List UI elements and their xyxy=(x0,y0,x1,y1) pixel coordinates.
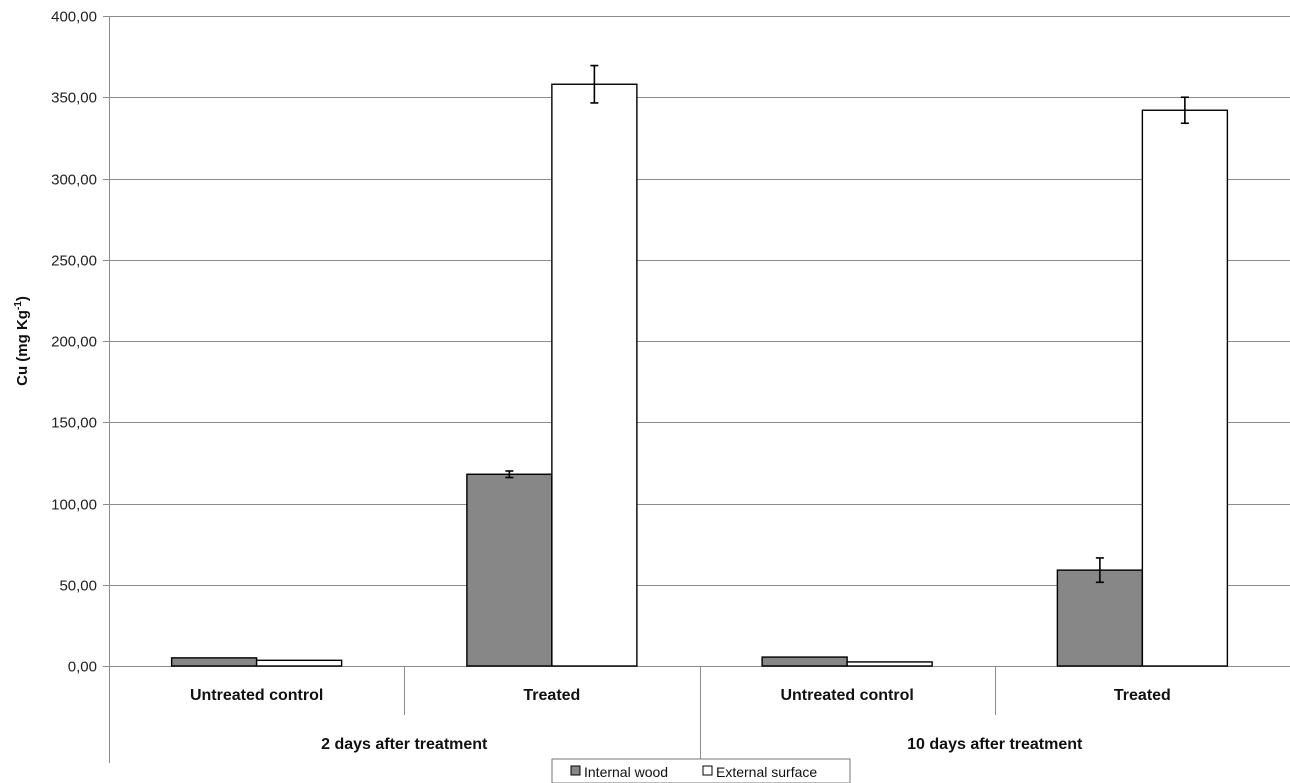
y-tick-label: 0,00 xyxy=(68,659,97,676)
bar xyxy=(466,473,553,667)
bars xyxy=(170,83,1229,667)
x-category-label: Untreated control xyxy=(190,687,323,704)
bar xyxy=(170,657,258,667)
y-tick-label: 150,00 xyxy=(51,415,97,432)
x-category-label: Treated xyxy=(1114,687,1171,704)
y-tick-label: 50,00 xyxy=(59,578,97,595)
legend-swatch-internal-wood xyxy=(570,765,581,776)
x-category-label: Treated xyxy=(523,687,580,704)
gridlines xyxy=(109,16,1290,586)
legend-swatch-external-surface xyxy=(702,765,713,776)
y-tick-label: 300,00 xyxy=(51,172,97,189)
legend-label-external-surface: External surface xyxy=(716,764,817,780)
legend: Internal wood External surface xyxy=(551,758,851,783)
bar xyxy=(846,661,933,667)
bar xyxy=(1141,109,1229,667)
axis-labels: 0,00 50,00 100,00 150,00 200,00 250,00 300,00 3… xyxy=(51,9,1171,754)
y-tick-label: 200,00 xyxy=(51,334,97,351)
y-axis-label: Cu (mg Kg-1) xyxy=(13,296,31,386)
legend-label-internal-wood: Internal wood xyxy=(584,764,668,780)
y-tick-label: 400,00 xyxy=(51,9,97,26)
y-tick-label: 250,00 xyxy=(51,253,97,270)
bar xyxy=(255,659,343,667)
error-bars xyxy=(505,64,1189,584)
bar xyxy=(761,656,848,667)
legend-frame xyxy=(551,758,851,783)
y-tick-label: 100,00 xyxy=(51,497,97,514)
x-category-label: Untreated control xyxy=(780,687,913,704)
y-tick-label: 350,00 xyxy=(51,90,97,107)
bar xyxy=(551,83,638,667)
x-group-label: 2 days after treatment xyxy=(321,736,488,753)
x-group-label: 10 days after treatment xyxy=(907,736,1083,753)
bar xyxy=(1056,569,1144,667)
